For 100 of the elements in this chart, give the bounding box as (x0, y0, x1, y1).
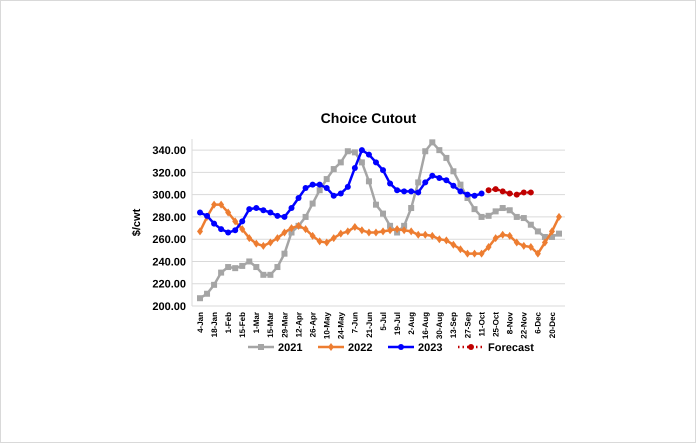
point (197, 295, 203, 302)
point (372, 202, 379, 208)
x-tick-label: 15-Mar (266, 312, 276, 338)
point (274, 234, 280, 242)
legend-label: 2023 (418, 342, 442, 354)
x-tick-label: 11-Oct (477, 312, 486, 336)
point (528, 222, 534, 228)
y-axis-title: $/cwt (131, 208, 143, 236)
point (408, 188, 414, 194)
point (450, 168, 456, 174)
x-tick-label: 8-Nov (506, 311, 515, 334)
point (380, 227, 386, 236)
point (443, 177, 450, 184)
y-tick-label: 260.00 (152, 234, 186, 246)
point (520, 242, 527, 250)
point (514, 238, 520, 247)
point (472, 206, 478, 212)
point (218, 226, 224, 232)
point (528, 189, 534, 196)
point (232, 265, 238, 272)
point (211, 282, 218, 288)
point (457, 245, 464, 254)
x-tick-label: 1-Feb (224, 312, 233, 334)
point (239, 225, 246, 234)
point (211, 200, 218, 209)
point (330, 234, 337, 242)
point (436, 147, 442, 154)
x-tick-label: 7-Jun (350, 312, 360, 334)
point (500, 230, 506, 239)
point (352, 149, 358, 156)
point (457, 182, 464, 188)
point (197, 227, 203, 236)
point (260, 272, 266, 278)
point (338, 190, 344, 197)
y-tick-label: 240.00 (152, 256, 186, 268)
x-tick-label: 30-Aug (435, 312, 444, 340)
point (472, 192, 478, 199)
point (436, 235, 442, 244)
point (344, 227, 351, 236)
point (253, 264, 260, 270)
point (218, 200, 224, 209)
point (225, 230, 232, 236)
point (443, 154, 450, 161)
point (211, 220, 218, 227)
x-tick-label: 13-Sep (449, 312, 458, 338)
point (394, 225, 400, 234)
point (436, 174, 442, 181)
x-tick-label: 2-Aug (406, 312, 416, 335)
point (422, 148, 428, 154)
point (197, 209, 203, 216)
x-tick-label: 27-Sep (463, 312, 472, 338)
point (387, 180, 394, 187)
point (380, 210, 386, 217)
legend-label: 2022 (348, 342, 372, 354)
point (358, 226, 365, 234)
point (492, 208, 499, 214)
point (358, 147, 365, 154)
point (514, 192, 520, 198)
point (296, 195, 302, 202)
point (528, 242, 534, 251)
point (288, 205, 295, 212)
point (450, 182, 456, 189)
point (218, 270, 224, 276)
x-tick-label: 15-Feb (238, 312, 248, 338)
point (330, 192, 337, 199)
x-tick-label: 1-Mar (252, 312, 262, 334)
point (534, 228, 541, 234)
x-tick-label: 4-Jan (196, 312, 205, 333)
point (394, 187, 400, 194)
point (478, 190, 485, 197)
point (324, 238, 330, 247)
point (239, 262, 246, 269)
point (372, 228, 379, 237)
point (534, 250, 541, 258)
point (415, 230, 422, 239)
point (450, 240, 456, 249)
point (232, 217, 238, 226)
point (225, 208, 232, 216)
point (548, 227, 555, 236)
point (520, 215, 527, 222)
x-tick-label: 16-Aug (421, 312, 430, 340)
point (324, 184, 330, 191)
y-tick-label: 280.00 (152, 212, 186, 224)
point (500, 205, 506, 212)
point (260, 207, 266, 214)
point (506, 190, 513, 197)
point (352, 222, 358, 231)
point (232, 227, 238, 234)
point (415, 189, 422, 196)
legend-label: 2021 (278, 342, 302, 354)
point (542, 238, 548, 247)
point (366, 152, 372, 158)
point (464, 250, 470, 258)
point (316, 187, 323, 194)
point (408, 205, 414, 212)
x-tick-label: 19-Jul (392, 312, 402, 336)
point (492, 234, 499, 242)
point (429, 232, 436, 240)
point (443, 236, 450, 244)
point (274, 212, 280, 219)
